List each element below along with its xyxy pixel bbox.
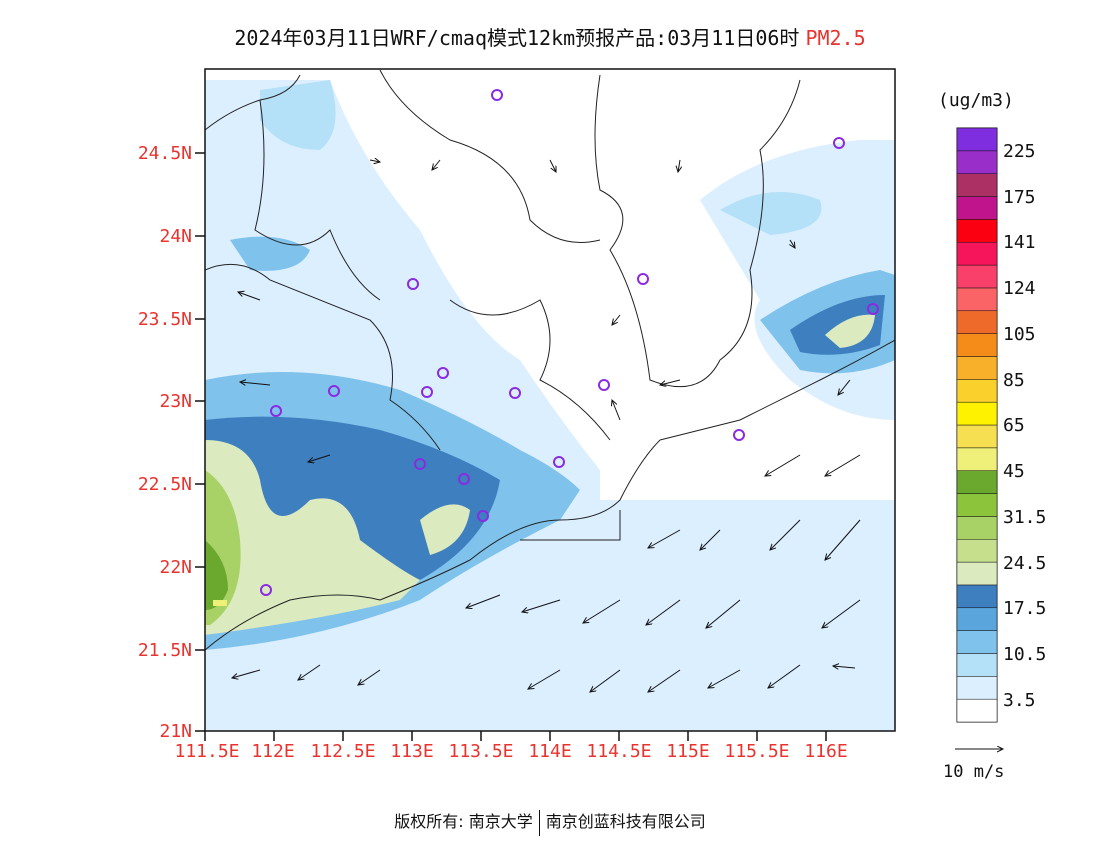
- colorbar-label: 105: [1003, 324, 1036, 345]
- colorbar-label: 175: [1003, 187, 1036, 208]
- colorbar-label: 10.5: [1003, 644, 1047, 665]
- title-variable: PM2.5: [805, 26, 866, 50]
- colorbar-swatch: [956, 538, 998, 563]
- lat-label: 21N: [159, 721, 192, 742]
- colorbar-swatch: [956, 401, 998, 426]
- lon-label: 114E: [528, 741, 572, 762]
- lon-label: 112.5E: [310, 741, 376, 762]
- colorbar-label: 31.5: [1003, 507, 1047, 528]
- lon-label: 112E: [251, 741, 295, 762]
- colorbar-swatch: [956, 241, 998, 266]
- colorbar-swatch: [956, 173, 998, 197]
- colorbar-label: 17.5: [1003, 598, 1047, 619]
- colorbar-label: 124: [1003, 278, 1036, 299]
- lat-label: 22N: [159, 557, 192, 578]
- colorbar-swatch: [956, 698, 998, 723]
- colorbar-swatch: [956, 287, 998, 312]
- colorbar-label: 24.5: [1003, 553, 1047, 574]
- colorbar-swatch: [956, 470, 998, 494]
- lat-label: 24.5N: [137, 143, 192, 164]
- footer-divider: [538, 809, 540, 836]
- wind-vectors: [232, 160, 861, 692]
- copyright-footer: 版权所有: 南京大学 南京创蓝科技有限公司: [0, 808, 1100, 836]
- lat-label: 22.5N: [137, 474, 192, 495]
- lon-label: 114.5E: [586, 741, 652, 762]
- colorbar-swatch: [956, 493, 998, 517]
- lon-label: 113.5E: [448, 741, 514, 762]
- colorbar-swatch: [956, 516, 998, 540]
- axis-ticks: [195, 152, 827, 741]
- colorbar-swatch: [956, 264, 998, 289]
- colorbar-swatch: [956, 561, 998, 586]
- colorbar-swatch: [956, 196, 998, 220]
- colorbar-swatch: [956, 219, 998, 243]
- concentration-field: [205, 69, 895, 731]
- colorbar-unit: (ug/m3): [938, 90, 1014, 111]
- map-title: 2024年03月11日WRF/cmaq模式12km预报产品:03月11日06时 P…: [0, 22, 1100, 51]
- colorbar-label: 141: [1003, 232, 1036, 253]
- lon-label: 116E: [804, 741, 848, 762]
- colorbar-swatch: [956, 127, 998, 152]
- lon-label: 115.5E: [724, 741, 790, 762]
- colorbar-label: 225: [1003, 141, 1036, 162]
- title-main: 2024年03月11日WRF/cmaq模式12km预报产品:03月11日06时: [234, 26, 800, 50]
- colorbar-swatch: [956, 379, 998, 403]
- reference-wind-label: 10 m/s: [943, 762, 1005, 782]
- colorbar-swatch: [956, 356, 998, 380]
- colorbar-swatch: [956, 150, 998, 174]
- footer-right: 南京创蓝科技有限公司: [545, 812, 706, 831]
- colorbar-swatch: [956, 447, 998, 471]
- colorbar-label: 45: [1003, 461, 1025, 482]
- lat-label: 21.5N: [137, 640, 192, 661]
- lon-label: 111.5E: [174, 741, 240, 762]
- lat-label: 23.5N: [137, 309, 192, 330]
- colorbar-swatch: [956, 607, 998, 631]
- colorbar-label: 3.5: [1003, 690, 1036, 711]
- colorbar-swatch: [956, 630, 998, 654]
- lon-label: 115E: [666, 741, 710, 762]
- footer-left: 版权所有: 南京大学: [394, 812, 533, 831]
- colorbar-swatch: [956, 584, 998, 609]
- lon-label: 113E: [390, 741, 434, 762]
- colorbar-swatch: [956, 424, 998, 449]
- colorbar-swatch: [956, 676, 998, 700]
- colorbar-swatch: [956, 333, 998, 357]
- colorbar-swatch: [956, 310, 998, 334]
- colorbar-swatch: [956, 653, 998, 677]
- boundaries: [205, 69, 895, 651]
- colorbar-label: 85: [1003, 370, 1025, 391]
- colorbar-label: 65: [1003, 415, 1025, 436]
- lat-label: 24N: [159, 226, 192, 247]
- colorbar: [956, 127, 998, 723]
- lat-label: 23N: [159, 391, 192, 412]
- city-markers: [260, 89, 879, 596]
